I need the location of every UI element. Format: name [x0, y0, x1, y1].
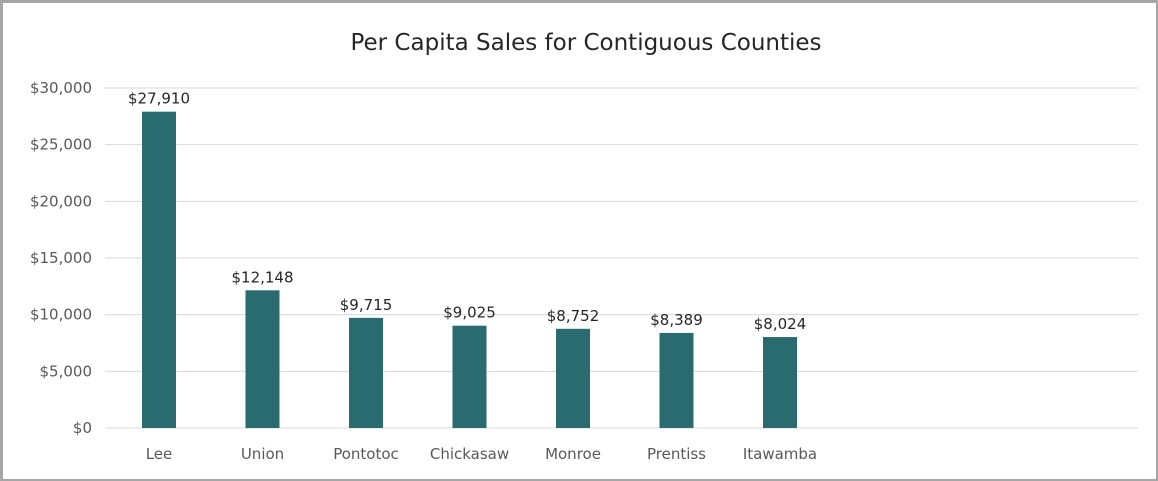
y-tick-label: $30,000	[30, 79, 92, 97]
x-category-label: Lee	[146, 445, 173, 463]
x-category-label: Pontotoc	[333, 445, 399, 463]
x-category-label: Prentiss	[647, 445, 706, 463]
bar	[349, 317, 383, 428]
y-tick-label: $25,000	[30, 136, 92, 154]
x-category-label: Itawamba	[743, 445, 817, 463]
y-tick-label: $10,000	[30, 306, 92, 324]
x-category-label: Chickasaw	[430, 445, 509, 463]
bar	[142, 111, 176, 428]
data-label: $12,148	[231, 268, 293, 286]
data-label: $8,389	[650, 311, 703, 329]
data-label: $9,715	[340, 296, 393, 314]
data-label: $27,910	[128, 90, 190, 108]
data-label: $8,752	[547, 307, 600, 325]
x-category-label: Monroe	[545, 445, 601, 463]
chart-title: Per Capita Sales for Contiguous Counties	[350, 30, 822, 56]
y-tick-label: $20,000	[30, 192, 92, 210]
y-tick-label: $5,000	[40, 362, 93, 380]
bar	[763, 337, 797, 428]
data-label: $8,024	[754, 315, 807, 333]
bar	[452, 325, 487, 428]
x-category-label: Union	[241, 445, 284, 463]
bar	[556, 328, 590, 428]
data-label: $9,025	[443, 304, 496, 322]
bar	[659, 332, 694, 428]
bar	[245, 290, 280, 428]
y-tick-label: $15,000	[30, 249, 92, 267]
y-tick-label: $0	[73, 419, 92, 437]
